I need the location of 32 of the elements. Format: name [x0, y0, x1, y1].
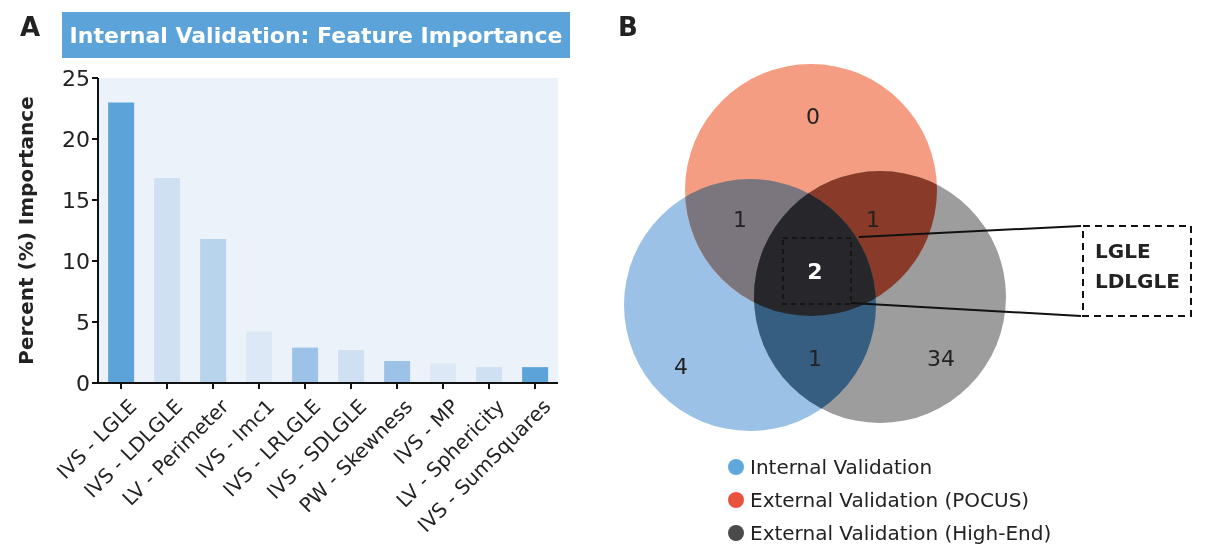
text: 34 [927, 345, 955, 371]
bar [200, 239, 227, 383]
text: B [618, 12, 638, 42]
y-tick-label: 20 [62, 126, 90, 152]
legend-label: External Validation (POCUS) [750, 488, 1030, 512]
y-tick-label: 5 [76, 309, 90, 335]
text: 1 [866, 206, 880, 232]
text: 1 [733, 206, 747, 232]
bar [522, 367, 549, 383]
bar [246, 331, 273, 383]
legend-label: Internal Validation [750, 455, 933, 479]
bar [338, 350, 365, 383]
bar [154, 178, 181, 383]
text: 2 [807, 258, 823, 284]
y-tick-label: 15 [62, 187, 90, 213]
bar [430, 363, 457, 383]
bar [476, 367, 503, 383]
y-axis-title: Percent (%) Importance [14, 96, 39, 365]
text: 1 [808, 345, 822, 371]
text: LGLE [1095, 239, 1151, 263]
bar [384, 361, 411, 383]
bar [292, 347, 319, 383]
y-tick-label: 25 [62, 65, 90, 91]
text: 4 [674, 353, 688, 379]
bar [108, 102, 135, 383]
text: 0 [806, 103, 820, 129]
y-tick-label: 10 [62, 248, 90, 274]
chart-title: Internal Validation: Feature Importance [62, 12, 570, 58]
text: LDLGLE [1095, 269, 1180, 293]
legend-label: External Validation (High-End) [750, 521, 1052, 545]
text: A [20, 12, 41, 42]
y-tick-label: 0 [76, 370, 90, 396]
